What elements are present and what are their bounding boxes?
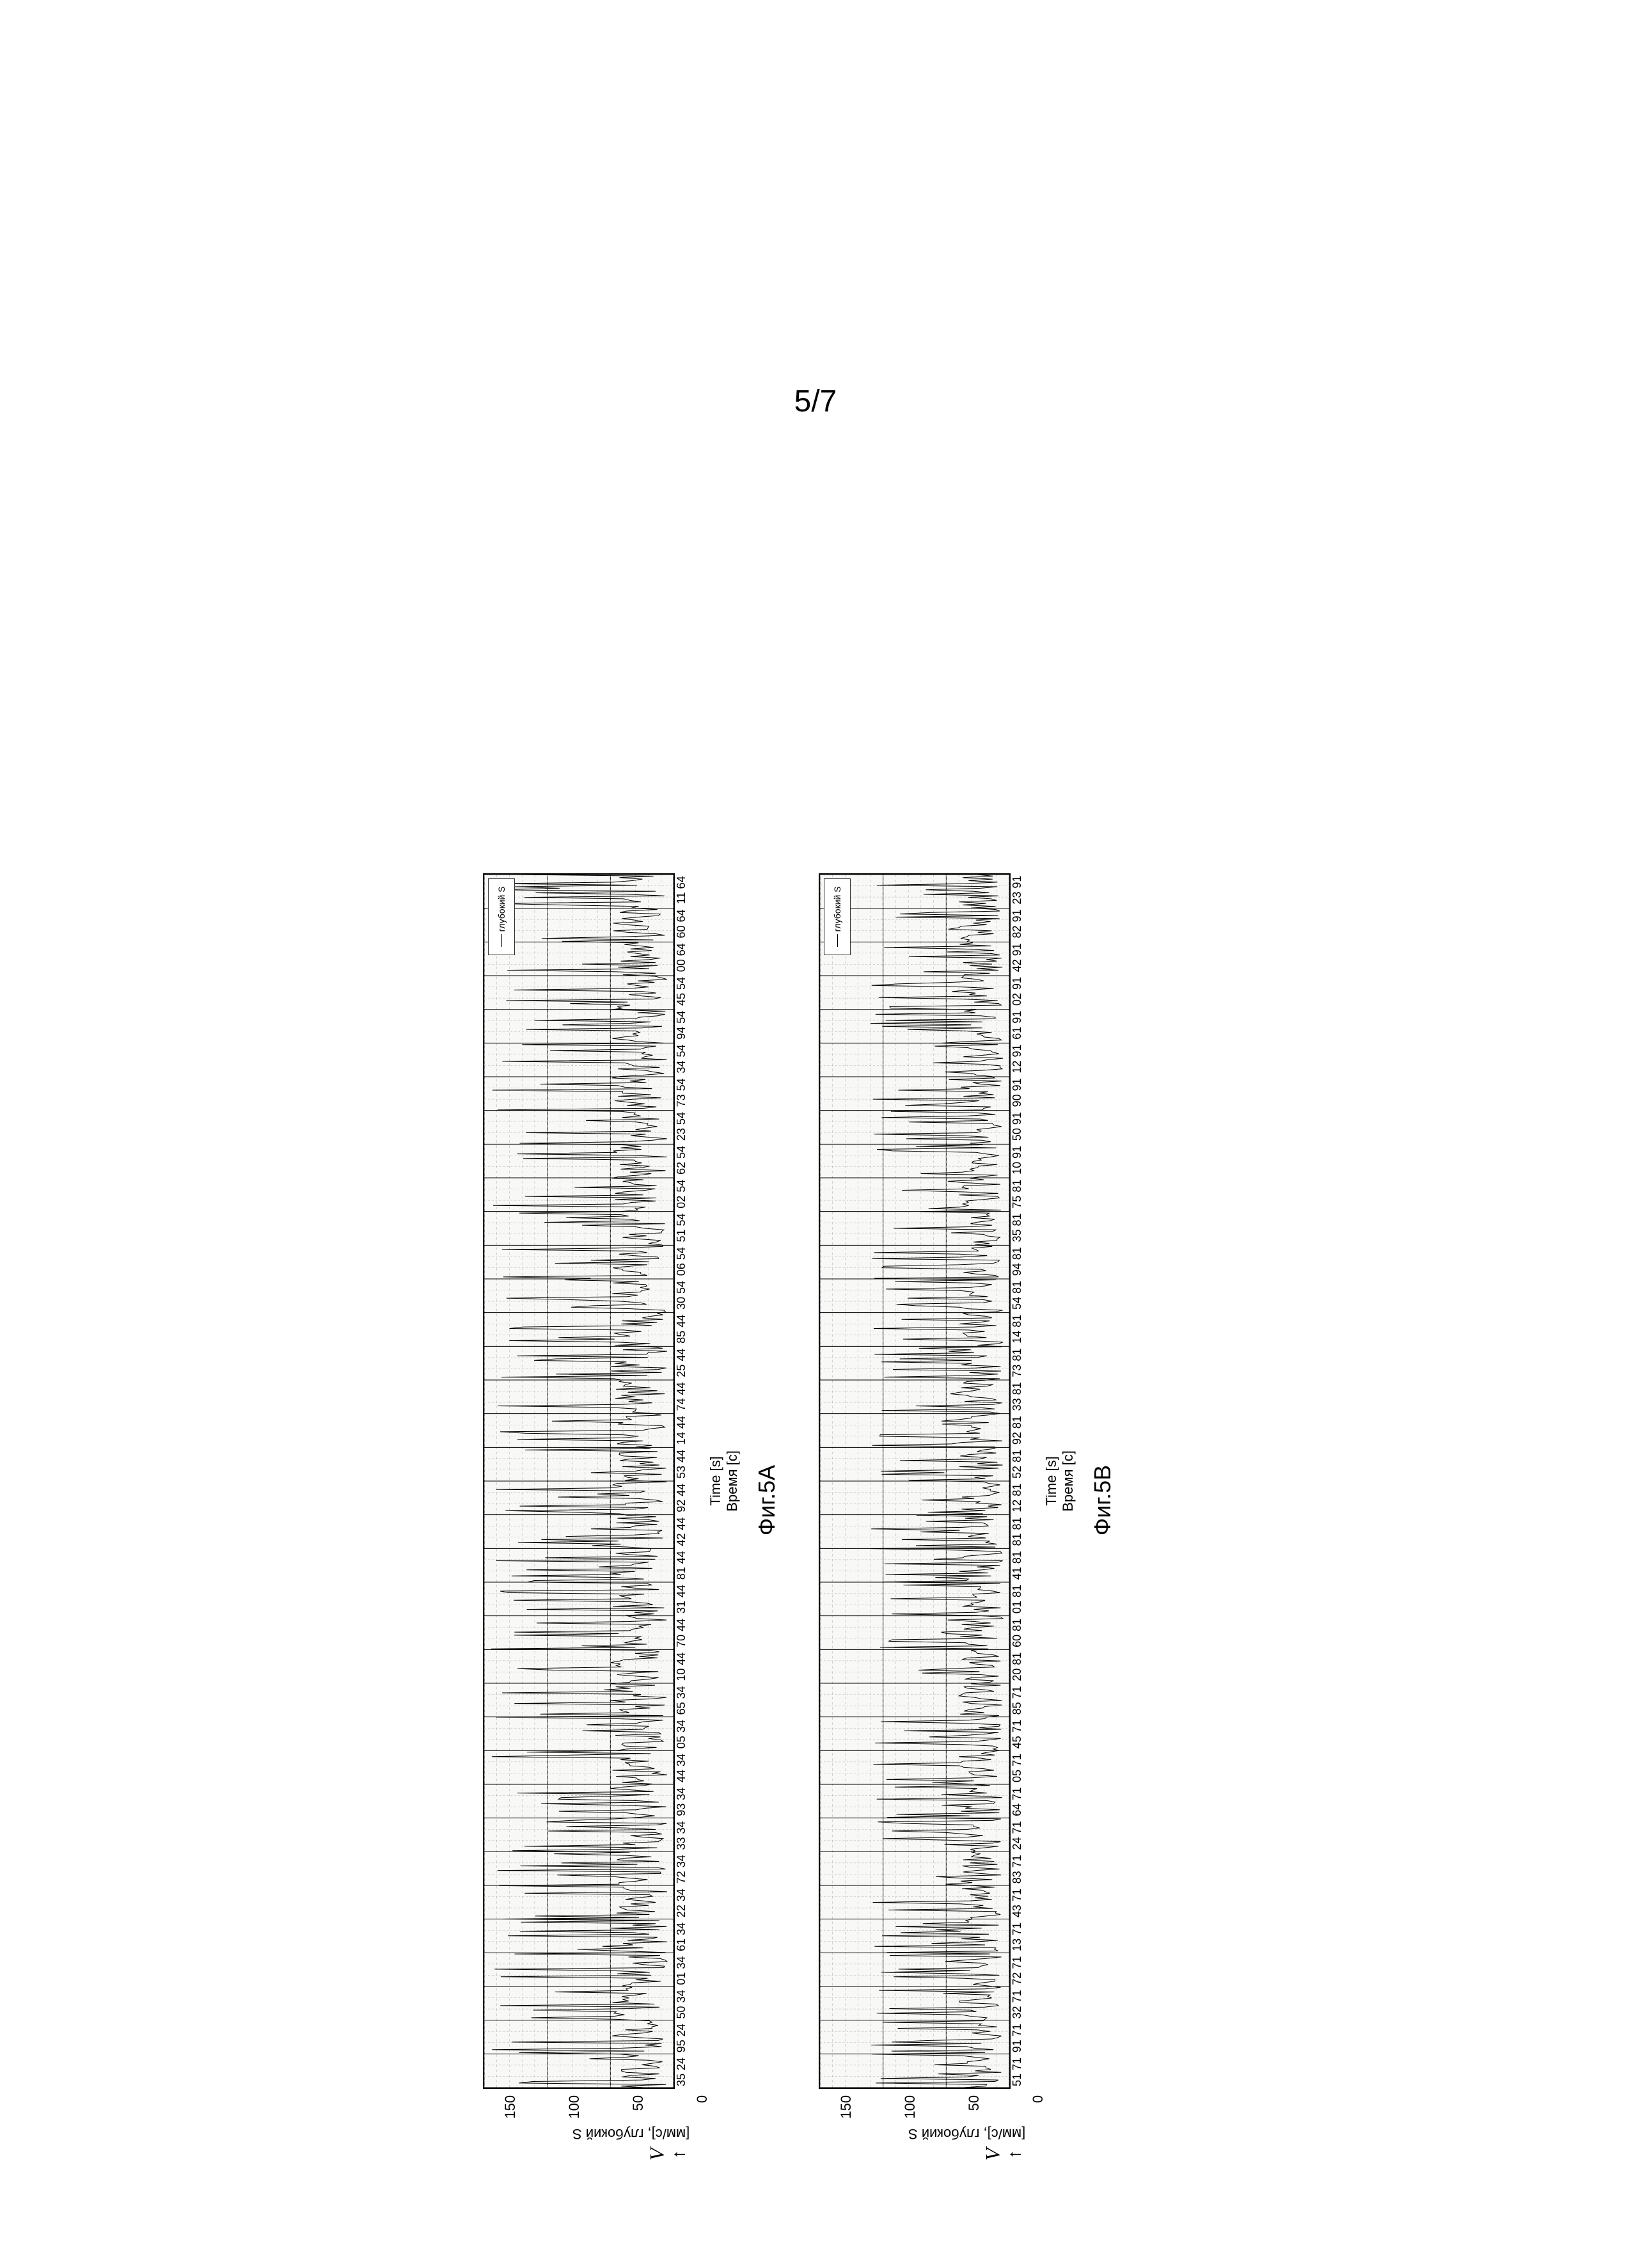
y-arrow-label-b: V: [981, 2148, 1005, 2161]
figure-label-b: Фиг.5B: [1089, 1465, 1116, 1535]
x-tick: 82 91: [1011, 907, 1024, 941]
x-tick: 30 54: [675, 1278, 688, 1312]
chart-a: V ↑ [мм/с], глубокий S 150100500 глубоки…: [483, 733, 780, 2268]
x-tick: 65 34: [675, 1684, 688, 1718]
rotated-figure-container: V ↑ [мм/с], глубокий S 150100500 глубоки…: [483, 733, 1116, 2268]
x-tick: 72 34: [675, 1852, 688, 1886]
x-tick: 32 71: [1011, 1988, 1024, 2022]
x-tick: 62 54: [675, 1143, 688, 1177]
y-arrow-a: V ↑: [645, 2148, 689, 2161]
legend-a: глубокий S: [488, 878, 515, 955]
x-tick: 92 81: [1011, 1413, 1024, 1447]
x-tick: 73 81: [1011, 1346, 1024, 1380]
x-tick: 23 91: [1011, 873, 1024, 907]
x-tick: 34 54: [675, 1042, 688, 1076]
legend-label-b: глубокий S: [832, 886, 842, 932]
x-tick: 50 91: [1011, 1109, 1024, 1143]
x-tick: 74 44: [675, 1379, 688, 1413]
x-tick: 05 34: [675, 1717, 688, 1751]
x-tick: 10 44: [675, 1650, 688, 1684]
x-tick: 43 71: [1011, 1886, 1024, 1920]
legend-label-a: глубокий S: [496, 886, 507, 932]
x-tick: 92 44: [675, 1481, 688, 1515]
x-tick: 13 71: [1011, 1920, 1024, 1954]
x-tick: 01 34: [675, 1954, 688, 1988]
x-tick: 75 81: [1011, 1177, 1024, 1211]
x-tick: 93 34: [675, 1785, 688, 1819]
x-tick: 90 91: [1011, 1075, 1024, 1109]
page-number: 5/7: [794, 384, 837, 419]
x-tick: 25 44: [675, 1346, 688, 1380]
y-axis-label-a: [мм/с], глубокий S: [572, 2125, 689, 2142]
x-axis-labels-a: Time [s] Время [с]: [707, 873, 741, 2089]
x-tick: 10 91: [1011, 1143, 1024, 1177]
x-tick: 05 71: [1011, 1751, 1024, 1785]
x-tick: 45 71: [1011, 1717, 1024, 1751]
x-tick: 70 44: [675, 1616, 688, 1650]
x-tick: 02 54: [675, 1177, 688, 1211]
x-tick: 42 44: [675, 1515, 688, 1549]
x-tick: 60 81: [1011, 1616, 1024, 1650]
x-tick: 12 81: [1011, 1481, 1024, 1515]
x-tick: 94 54: [675, 1008, 688, 1042]
x-tick: 35 81: [1011, 1211, 1024, 1245]
x-tick: 14 44: [675, 1413, 688, 1447]
x-tick: 35 24: [675, 2055, 688, 2089]
x-tick: 51 71: [1011, 2055, 1024, 2089]
y-ticks-a: 150100500: [510, 2095, 702, 2119]
x-tick: 45 54: [675, 974, 688, 1008]
x-tick: 81 81: [1011, 1515, 1024, 1549]
y-ticks-b: 150100500: [846, 2095, 1038, 2119]
arrow-up-icon: ↑: [1005, 2150, 1025, 2159]
y-arrow-b: V ↑: [981, 2148, 1025, 2161]
x-tick: 41 81: [1011, 1548, 1024, 1582]
x-tick: 64 71: [1011, 1785, 1024, 1819]
x-tick: 52 81: [1011, 1447, 1024, 1481]
x-tick: 61 91: [1011, 1008, 1024, 1042]
x-tick: 94 81: [1011, 1244, 1024, 1278]
x-tick: 33 34: [675, 1819, 688, 1853]
plot-area-a: глубокий S: [483, 873, 675, 2089]
x-tick: 44 34: [675, 1751, 688, 1785]
x-tick: 50 34: [675, 1988, 688, 2022]
x-tick: 33 81: [1011, 1379, 1024, 1413]
x-tick: 61 34: [675, 1920, 688, 1954]
x-ticks-a: 35 2495 2450 3401 3461 3422 3472 3433 34…: [675, 873, 688, 2089]
x-tick: 85 71: [1011, 1684, 1024, 1718]
x-tick: 00 64: [675, 940, 688, 974]
x-ticks-b: 51 7191 7132 7172 7113 7143 7183 7124 71…: [1011, 873, 1024, 2089]
plot-area-b: глубокий S: [819, 873, 1011, 2089]
x-tick: 73 54: [675, 1075, 688, 1109]
legend-b: глубокий S: [824, 878, 851, 955]
x-tick: 91 71: [1011, 2021, 1024, 2055]
x-tick: 81 44: [675, 1548, 688, 1582]
x-tick: 20 81: [1011, 1650, 1024, 1684]
arrow-up-icon: ↑: [669, 2150, 689, 2159]
x-tick: 12 91: [1011, 1042, 1024, 1076]
x-axis-labels-b: Time [s] Время [с]: [1043, 873, 1076, 2089]
x-tick: 54 81: [1011, 1278, 1024, 1312]
x-tick: 01 81: [1011, 1582, 1024, 1616]
x-tick: 06 54: [675, 1244, 688, 1278]
x-tick: 02 91: [1011, 974, 1024, 1008]
chart-b: V ↑ [мм/с], глубокий S 150100500 глубоки…: [819, 733, 1116, 2268]
x-tick: 60 64: [675, 907, 688, 941]
x-tick: 11 64: [675, 873, 688, 907]
x-tick: 23 54: [675, 1109, 688, 1143]
y-axis-label-b: [мм/с], глубокий S: [908, 2125, 1025, 2142]
x-tick: 53 44: [675, 1447, 688, 1481]
x-tick: 83 71: [1011, 1852, 1024, 1886]
y-arrow-label-a: V: [645, 2148, 669, 2161]
x-tick: 42 91: [1011, 940, 1024, 974]
x-tick: 22 34: [675, 1886, 688, 1920]
x-tick: 31 44: [675, 1582, 688, 1616]
x-tick: 72 71: [1011, 1954, 1024, 1988]
x-tick: 85 44: [675, 1312, 688, 1346]
x-tick: 24 71: [1011, 1819, 1024, 1853]
x-tick: 14 81: [1011, 1312, 1024, 1346]
figure-label-a: Фиг.5A: [753, 1465, 780, 1535]
x-tick: 51 54: [675, 1211, 688, 1245]
x-tick: 95 24: [675, 2021, 688, 2055]
